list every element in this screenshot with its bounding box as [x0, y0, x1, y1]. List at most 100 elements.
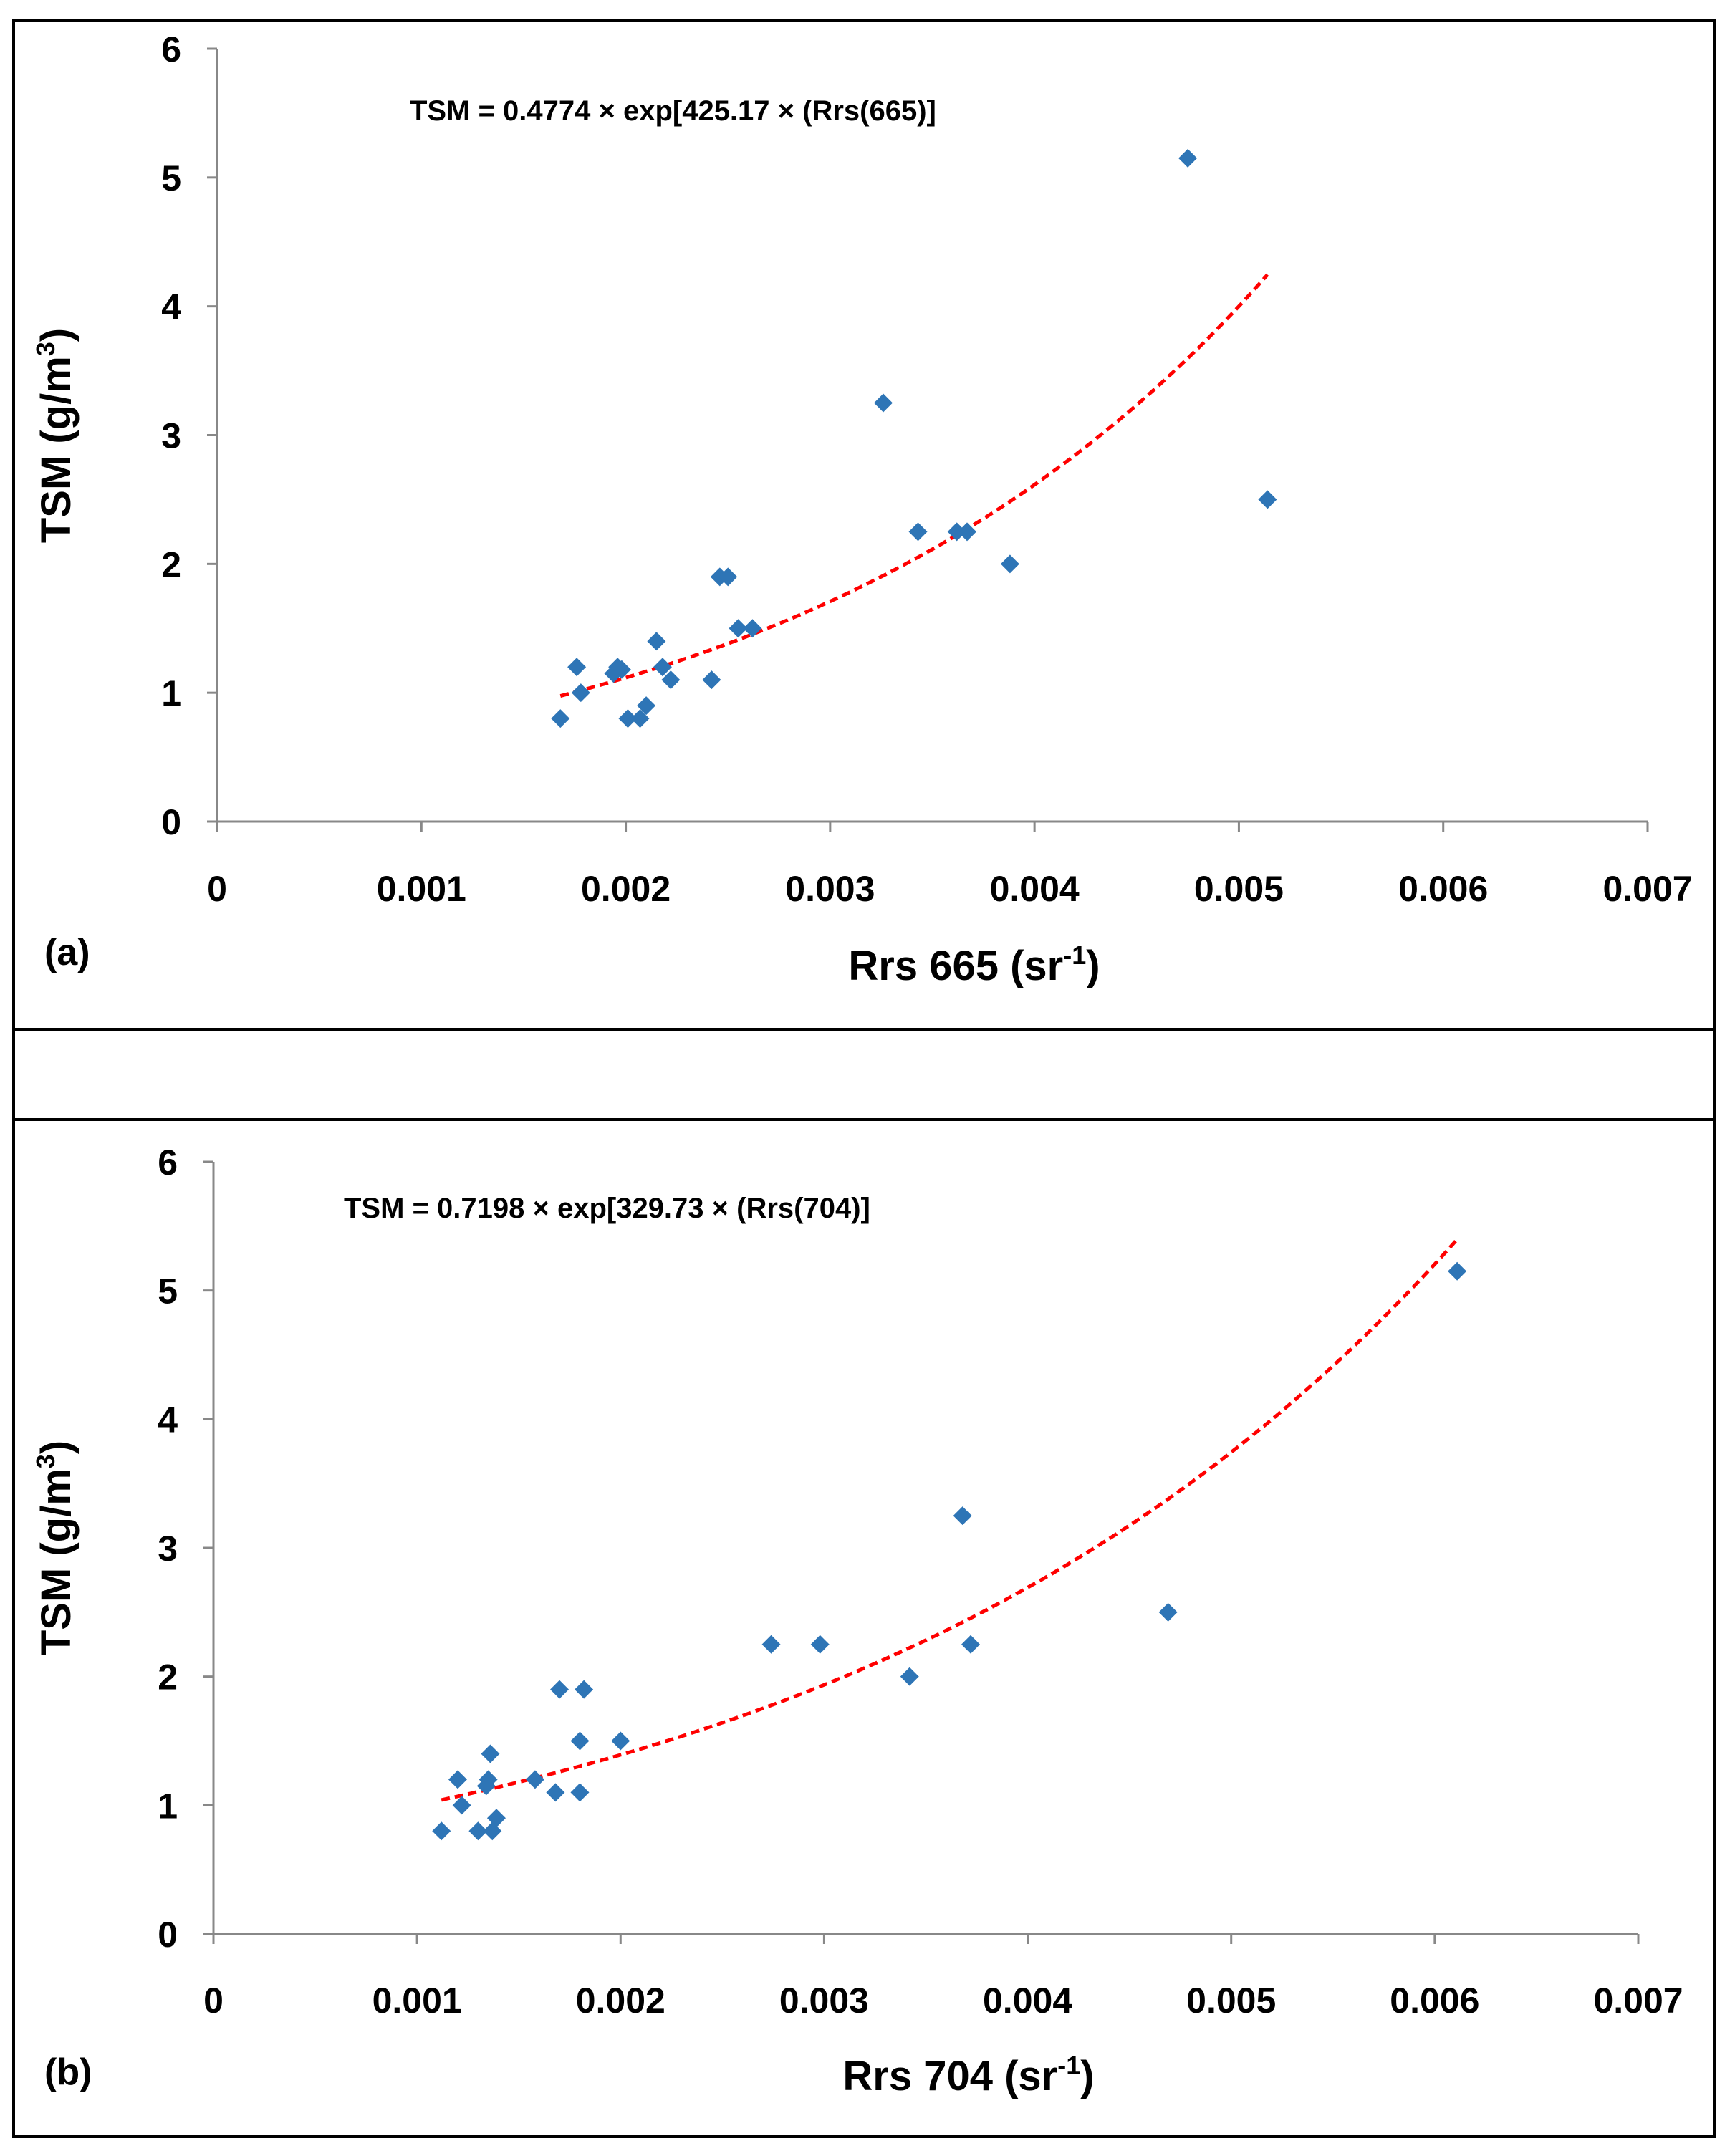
data-point [702, 670, 721, 690]
x-tick-label: 0.002 [581, 869, 671, 909]
data-point [874, 393, 893, 413]
y-tick-label: 1 [161, 673, 181, 713]
y-tick-label: 3 [161, 416, 181, 456]
data-point [618, 709, 638, 728]
y-tick-label: 6 [161, 29, 181, 69]
data-point [961, 1635, 981, 1654]
data-point [571, 683, 590, 703]
y-axis-label-main: TSM (g/m [33, 356, 80, 543]
x-tick-label: 0.004 [983, 1981, 1072, 2021]
fit-equation: TSM = 0.4774 × exp[425.17 × (Rrs(665)] [410, 95, 936, 127]
y-axis-label-sup: 3 [31, 1454, 60, 1468]
x-tick-label: 0.007 [1602, 869, 1692, 909]
data-point [546, 1783, 565, 1802]
x-axis-label: Rrs 665 (sr-1) [848, 940, 1100, 989]
data-point [448, 1770, 467, 1789]
data-point [908, 522, 928, 542]
x-tick-label: 0.007 [1593, 1981, 1683, 2021]
x-tick-label: 0.003 [785, 869, 875, 909]
data-point [647, 632, 666, 651]
chart-a-axes [207, 47, 1649, 832]
y-tick-label: 4 [158, 1400, 178, 1440]
chart-panel-b: 0 1 2 3 4 5 6 0 0.001 0.002 0.003 0.004 … [31, 1142, 1683, 2099]
x-tick-label: 0.001 [377, 869, 466, 909]
y-tick-label: 6 [158, 1142, 178, 1183]
panel-label: (a) [44, 932, 90, 973]
data-point [729, 619, 748, 638]
y-tick-label: 0 [161, 802, 181, 842]
data-point [570, 1783, 590, 1802]
x-axis-label-close: ) [1086, 943, 1100, 989]
chart-b-points [432, 1261, 1467, 1841]
x-axis-label-main: Rrs 704 (sr [842, 2053, 1057, 2099]
data-point [953, 1506, 972, 1526]
data-point [479, 1770, 498, 1789]
x-tick-label: 0.001 [373, 1981, 462, 2021]
data-point [900, 1667, 919, 1686]
y-axis-label: TSM (g/m3) [31, 328, 80, 543]
y-tick-label: 5 [161, 158, 181, 198]
data-point [551, 709, 570, 728]
data-point [612, 660, 631, 679]
data-point [957, 522, 976, 542]
data-point [718, 567, 738, 587]
y-axis-label-close: ) [33, 328, 80, 342]
data-point [1000, 554, 1019, 574]
y-tick-label: 4 [161, 287, 181, 327]
data-point [567, 658, 587, 677]
figure-frame [12, 19, 1716, 2138]
data-point [947, 522, 966, 542]
data-point [468, 1821, 488, 1841]
chart-a-x-tick-labels: 0 0.001 0.002 0.003 0.004 0.005 0.006 0.… [207, 869, 1692, 909]
y-axis-label-main: TSM (g/m [33, 1468, 80, 1655]
data-point [637, 696, 656, 716]
x-tick-label: 0.006 [1390, 1981, 1479, 2021]
y-tick-label: 2 [161, 544, 181, 584]
x-tick-label: 0.002 [576, 1981, 665, 2021]
data-point [1258, 490, 1277, 509]
y-axis-label-sup: 3 [31, 342, 60, 356]
data-point [761, 1635, 781, 1654]
chart-a-y-tick-labels: 0 1 2 3 4 5 6 [161, 29, 181, 842]
data-point [743, 619, 762, 638]
y-tick-label: 1 [158, 1786, 178, 1826]
fit-curve [559, 273, 1269, 698]
y-tick-label: 3 [158, 1529, 178, 1569]
data-point [653, 658, 672, 677]
data-point [550, 1680, 569, 1699]
data-point [481, 1744, 500, 1763]
x-tick-label: 0.005 [1194, 869, 1284, 909]
data-point [1158, 1602, 1178, 1622]
data-point [810, 1635, 830, 1654]
data-point [452, 1796, 471, 1815]
x-tick-label: 0.006 [1398, 869, 1488, 909]
data-point [570, 1731, 590, 1751]
fit-curve [441, 1238, 1458, 1802]
x-tick-label: 0.004 [990, 869, 1080, 909]
data-point [432, 1821, 451, 1841]
x-axis-label-sup: -1 [1057, 2051, 1080, 2080]
panel-label: (b) [44, 2051, 92, 2093]
y-axis-label-close: ) [33, 1440, 80, 1454]
data-point [611, 1731, 630, 1751]
chart-b-x-tick-labels: 0 0.001 0.002 0.003 0.004 0.005 0.006 0.… [203, 1981, 1683, 2021]
data-point [575, 1680, 594, 1699]
x-tick-label: 0 [207, 869, 227, 909]
data-point [661, 670, 681, 690]
x-tick-label: 0 [203, 1981, 224, 2021]
data-point [486, 1809, 506, 1828]
chart-b-y-tick-labels: 0 1 2 3 4 5 6 [158, 1142, 178, 1955]
y-tick-label: 0 [158, 1915, 178, 1955]
data-point [630, 709, 650, 728]
y-tick-label: 5 [158, 1271, 178, 1312]
chart-b-axes [203, 1160, 1640, 1944]
x-tick-label: 0.005 [1186, 1981, 1276, 2021]
x-axis-label: Rrs 704 (sr-1) [842, 2051, 1094, 2099]
x-tick-label: 0.003 [779, 1981, 869, 2021]
fit-equation: TSM = 0.7198 × exp[329.73 × (Rrs(704)] [344, 1193, 870, 1224]
y-axis-label: TSM (g/m3) [31, 1440, 80, 1655]
data-point [1178, 148, 1198, 168]
x-axis-label-main: Rrs 665 (sr [848, 943, 1063, 989]
